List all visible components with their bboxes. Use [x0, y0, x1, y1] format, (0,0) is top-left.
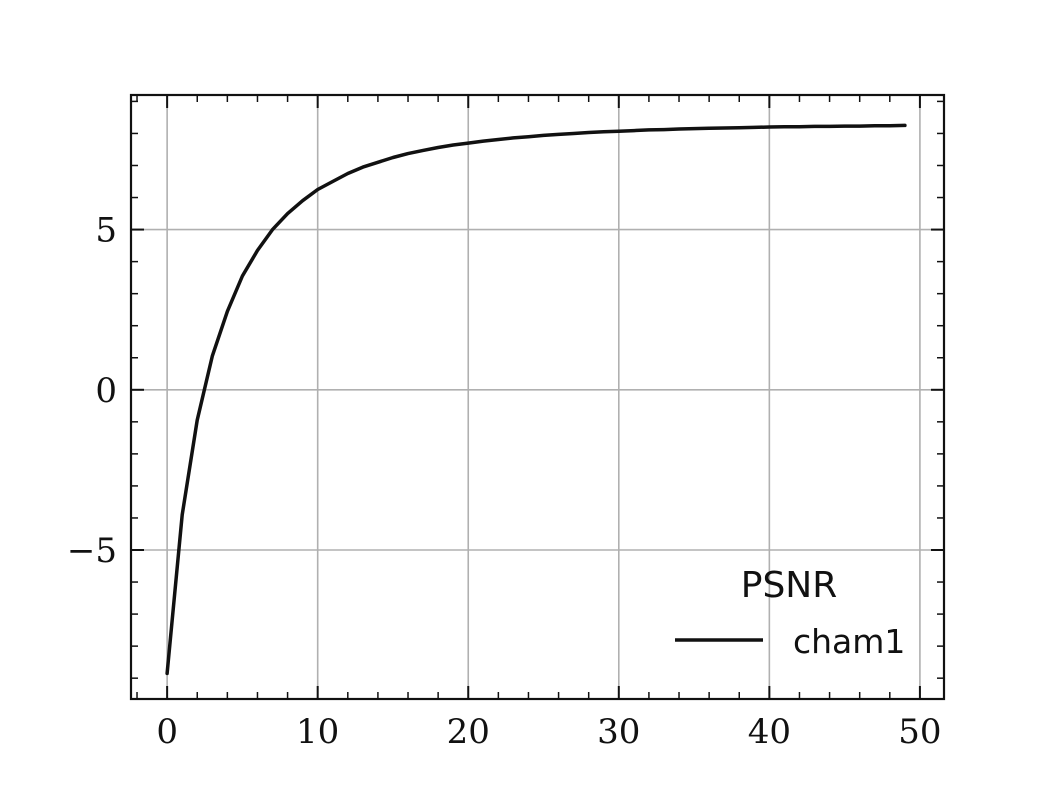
- series-layer: [165, 123, 907, 676]
- legend-title: PSNR: [741, 565, 838, 606]
- legend: PSNR cham1: [675, 565, 905, 661]
- plot-frame: [129, 93, 946, 701]
- series-line-cham1: [165, 123, 907, 676]
- y-tick-label: 5: [95, 211, 117, 251]
- x-tick-label: 10: [296, 712, 339, 752]
- y-tick-label: −5: [67, 531, 117, 571]
- grid: [131, 95, 944, 699]
- tick-marks: [131, 95, 944, 699]
- x-tick-label: 20: [447, 712, 490, 752]
- tick-labels: 0 10 20 30 40 50 −5 0 5: [67, 211, 942, 752]
- x-tick-label: 40: [748, 712, 791, 752]
- x-tick-label: 0: [156, 712, 178, 752]
- y-tick-label: 0: [95, 371, 117, 411]
- x-tick-label: 30: [597, 712, 640, 752]
- x-tick-label: 50: [898, 712, 941, 752]
- legend-label-cham1: cham1: [793, 622, 905, 661]
